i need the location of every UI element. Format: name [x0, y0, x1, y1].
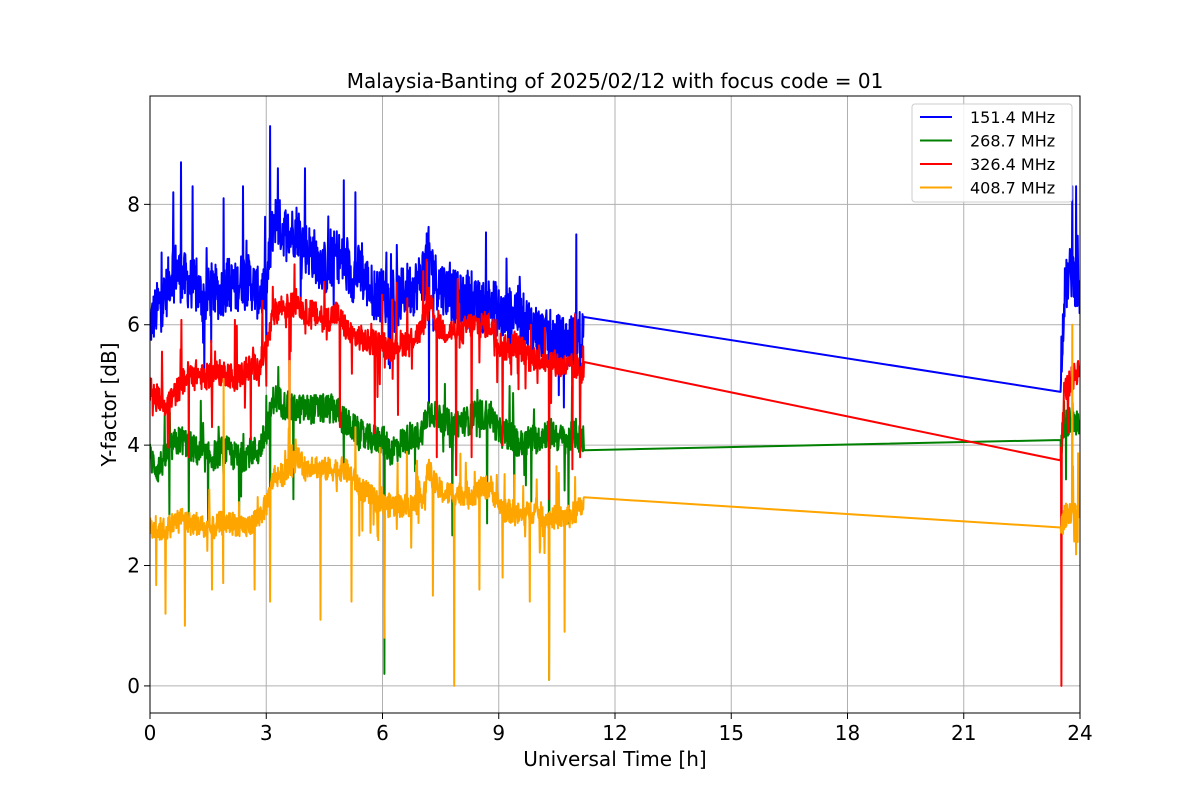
legend-label: 326.4 MHz — [970, 155, 1055, 174]
x-tick-label: 6 — [376, 721, 389, 745]
y-tick-label: 8 — [127, 192, 140, 216]
y-axis-label: Y-factor [dB] — [97, 342, 121, 467]
series-line-4 — [150, 323, 1080, 687]
chart-title: Malaysia-Banting of 2025/02/12 with focu… — [347, 69, 884, 93]
x-tick-label: 12 — [602, 721, 627, 745]
legend: 151.4 MHz 268.7 MHz 326.4 MHz 408.7 MHz — [911, 103, 1073, 203]
series-line-2 — [150, 365, 1080, 681]
series-line-3 — [150, 258, 1080, 687]
x-tick-label: 18 — [835, 721, 860, 745]
legend-label: 151.4 MHz — [970, 108, 1055, 127]
legend-box — [911, 103, 1073, 203]
x-tick-label: 9 — [492, 721, 505, 745]
x-tick-label: 15 — [719, 721, 744, 745]
legend-label: 408.7 MHz — [970, 179, 1055, 198]
x-tick-label: 0 — [144, 721, 157, 745]
y-tick-label: 4 — [127, 433, 140, 457]
y-tick-label: 0 — [127, 674, 140, 698]
legend-label: 268.7 MHz — [970, 132, 1055, 151]
series-layer — [150, 125, 1080, 687]
x-tick-label: 24 — [1067, 721, 1092, 745]
x-axis-label: Universal Time [h] — [523, 747, 706, 771]
x-tick-label: 3 — [260, 721, 273, 745]
y-tick-label: 6 — [127, 313, 140, 337]
series-line-1 — [150, 125, 1080, 409]
y-tick-label: 2 — [127, 554, 140, 578]
x-tick-label: 21 — [951, 721, 976, 745]
